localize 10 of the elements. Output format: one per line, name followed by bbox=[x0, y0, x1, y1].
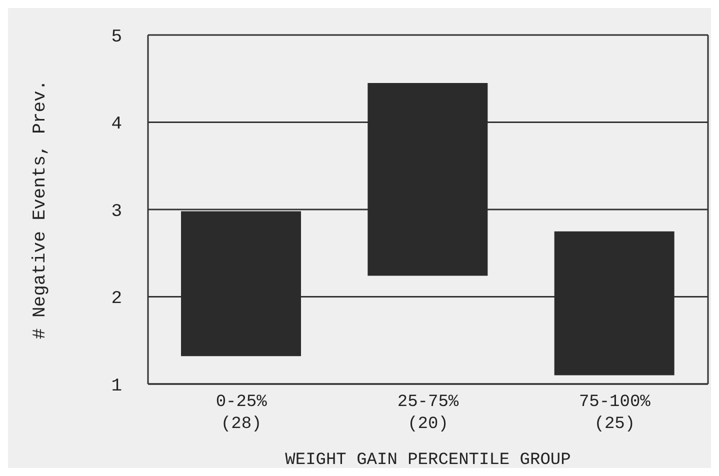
y-tick-label: 1 bbox=[111, 376, 122, 396]
y-axis-title: # Negative Events, Prev. bbox=[30, 80, 50, 340]
y-tick-label: 3 bbox=[111, 202, 122, 222]
x-tick-label: 25-75% (20) bbox=[397, 393, 460, 434]
y-tick-label: 2 bbox=[111, 289, 122, 310]
y-tick-label: 4 bbox=[111, 114, 122, 135]
y-tick-label: 5 bbox=[111, 27, 122, 48]
x-tick-label: 75-100% (25) bbox=[578, 393, 652, 434]
x-axis-title: WEIGHT GAIN PERCENTILE GROUP bbox=[285, 451, 571, 470]
x-tick-label: 0-25% (28) bbox=[216, 393, 268, 434]
